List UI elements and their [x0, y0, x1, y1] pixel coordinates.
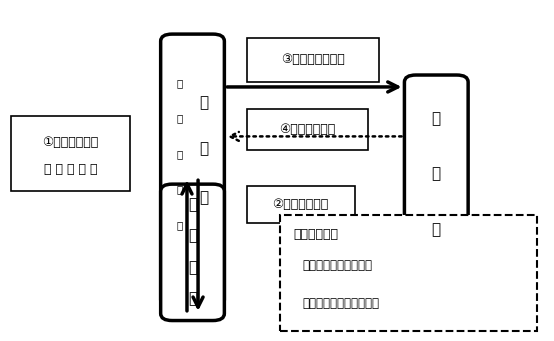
- Text: 審: 審: [188, 197, 197, 212]
- Text: 機: 機: [188, 260, 197, 275]
- Text: ①技術的基準等: ①技術的基準等: [43, 136, 99, 149]
- Text: の 事 前 審 査: の 事 前 審 査: [44, 163, 98, 176]
- FancyBboxPatch shape: [161, 34, 224, 307]
- Text: ・登録住宅性能評価機関: ・登録住宅性能評価機関: [302, 297, 379, 310]
- Text: 築: 築: [199, 141, 208, 156]
- Text: ・登録建築物調査機関: ・登録建築物調査機関: [302, 259, 372, 272]
- FancyBboxPatch shape: [404, 75, 468, 273]
- Text: 査: 査: [188, 228, 197, 243]
- FancyBboxPatch shape: [247, 109, 368, 150]
- Text: 上: 上: [432, 111, 441, 126]
- Text: ④認定書の交付: ④認定書の交付: [279, 123, 336, 136]
- Text: ②適合証の交付: ②適合証の交付: [273, 198, 329, 211]
- FancyBboxPatch shape: [247, 186, 355, 223]
- Text: 主: 主: [199, 190, 208, 205]
- FancyBboxPatch shape: [161, 184, 224, 321]
- Text: （: （: [177, 78, 183, 88]
- FancyBboxPatch shape: [247, 38, 379, 82]
- Text: 審査機関とは: 審査機関とは: [294, 228, 338, 241]
- Text: 建: 建: [199, 95, 208, 110]
- Text: 市: 市: [432, 222, 441, 237]
- Text: 越: 越: [432, 166, 441, 181]
- Text: ）: ）: [177, 220, 183, 230]
- Text: 関: 関: [188, 291, 197, 306]
- Text: 申: 申: [177, 114, 183, 124]
- Text: 者: 者: [177, 184, 183, 195]
- FancyBboxPatch shape: [11, 116, 130, 191]
- Text: 請: 請: [177, 149, 183, 159]
- Text: ③認　定　申　請: ③認 定 申 請: [281, 53, 345, 66]
- FancyBboxPatch shape: [280, 215, 537, 331]
